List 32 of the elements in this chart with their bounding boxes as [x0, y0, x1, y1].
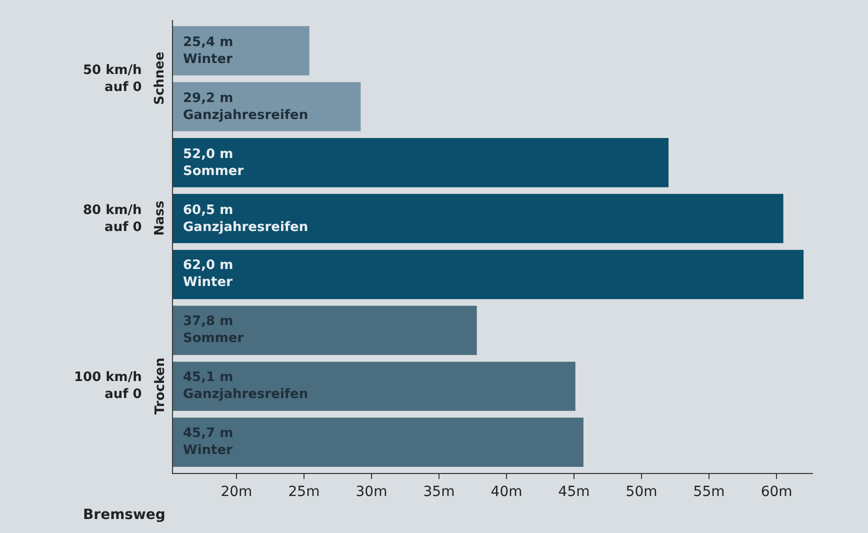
- text: 100 km/h auf 0: [74, 370, 142, 402]
- y-tick-label: Winter: [183, 442, 234, 458]
- data-label: 52,0 m: [183, 147, 234, 162]
- x-tick-label: 60m: [760, 484, 792, 500]
- data-label: 37,8 m: [183, 314, 234, 329]
- x-axis-title: Bremsweg: [83, 507, 166, 523]
- x-tick-label: 50m: [626, 484, 658, 500]
- x-tick-label: 25m: [288, 484, 320, 500]
- x-tick-label: 45m: [558, 484, 590, 500]
- x-tick-label: 55m: [693, 484, 725, 500]
- data-label: 29,2 m: [183, 91, 234, 106]
- y-tick-label: Sommer: [183, 164, 244, 179]
- x-tick-label: 20m: [220, 484, 252, 500]
- y-tick-label: Ganzjahresreifen: [183, 386, 308, 402]
- text: Schnee: [152, 52, 168, 105]
- data-label: 45,1 m: [183, 370, 234, 385]
- data-label: 60,5 m: [183, 203, 234, 218]
- data-label: 62,0 m: [183, 258, 234, 273]
- text: 50 km/h auf 0: [83, 63, 142, 95]
- y-tick-label: Ganzjahresreifen: [183, 220, 308, 235]
- y-tick-label: Sommer: [183, 330, 244, 346]
- data-label: 25,4 m: [183, 35, 234, 50]
- x-tick-label: 30m: [356, 484, 388, 500]
- y-tick-label: Winter: [183, 52, 234, 67]
- x-tick-label: 35m: [423, 484, 455, 500]
- y-tick-label: Winter: [183, 274, 234, 290]
- y-tick-label: Ganzjahresreifen: [183, 108, 308, 123]
- text: Nass: [152, 200, 168, 236]
- text: Trocken: [152, 358, 168, 415]
- x-tick-label: 40m: [490, 484, 522, 500]
- data-label: 45,7 m: [183, 426, 234, 441]
- text: 80 km/h auf 0: [83, 203, 142, 235]
